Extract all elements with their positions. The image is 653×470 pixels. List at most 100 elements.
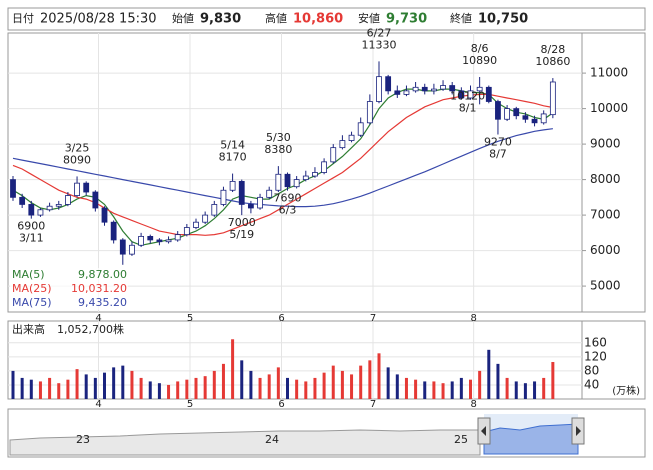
annotation: 8/6 [471,42,489,55]
annotation: 7690 [274,192,302,205]
candle-body [10,179,16,198]
candle-body [321,161,328,173]
volume-bar [258,377,262,399]
x-tick-label: 5 [187,399,193,410]
close-label: 終値 [450,11,472,25]
volume-bar [231,339,235,399]
y-tick-label: 11000 [590,66,628,80]
annotation: 8170 [219,151,247,164]
volume-bar [505,377,509,399]
volume-bar [423,381,427,399]
annotation: 10120 [450,89,485,102]
volume-bar [377,353,381,399]
candle-body [549,81,556,116]
volume-bar [112,367,116,399]
volume-bar [304,381,308,399]
volume-tick-label: 120 [584,349,607,363]
volume-value: 1,052,700株 [57,322,124,336]
volume-label: 出来高 [12,322,45,336]
candle-body [467,90,474,99]
volume-bar [221,363,225,399]
volume-bar [432,381,436,399]
annotation: 10890 [462,54,497,67]
candle-body [65,195,71,205]
open-label: 始値 [172,11,194,25]
candle-body [302,175,309,180]
candle-body [138,235,145,246]
volume-bar [103,372,106,399]
volume-bar [75,369,79,399]
candle-body [495,101,501,120]
candle-body [28,204,35,216]
candle-body [531,118,538,124]
volume-bar [459,377,463,399]
volume-bar [121,365,125,399]
candle-body [284,173,291,188]
annotation: 8090 [63,153,91,166]
volume-bar [414,379,418,399]
y-tick-label: 6000 [590,243,621,257]
candle-body [220,189,227,205]
candle-body [339,140,346,149]
low: 9,730 [386,12,427,27]
annotation: 7000 [228,216,256,229]
volume-bar [295,379,299,399]
volume-bar [194,377,198,399]
x-tick-label: 6 [278,313,284,324]
volume-bar [478,370,482,399]
volume-bar [359,365,363,399]
volume-bar [542,377,546,399]
volume-bar [11,370,15,399]
candle-body [275,173,282,191]
high: 10,860 [293,12,343,27]
volume-bar [66,379,70,399]
candle-body [430,88,437,92]
volume-bar [29,379,33,399]
x-tick-label: 5 [187,313,193,324]
volume-bar [240,360,244,399]
annotation: 3/25 [65,141,90,154]
x-tick-label: 4 [95,313,101,324]
candle-body [476,86,483,92]
volume-bar [93,377,97,399]
legend-value: 9,878.00 [78,268,127,281]
candle-body [183,227,190,236]
candle-body [174,234,181,241]
volume-bar [139,377,143,399]
volume-bar [57,383,61,399]
candle-body [449,85,456,92]
volume-bar [551,362,555,399]
annotation: 5/30 [266,131,291,144]
candle-body [485,86,492,102]
volume-bar [20,377,24,399]
candle-body [19,196,26,205]
price-frame [7,32,646,313]
annotation: 6900 [17,220,45,233]
candle-body [412,86,419,92]
y-tick-label: 8000 [590,172,621,186]
volume-bar [48,377,52,399]
candle-body [293,179,300,188]
date: 2025/08/28 15:30 [40,12,157,27]
volume-bar [469,379,472,399]
volume-bar [38,381,42,399]
volume-bar [130,370,134,399]
volume-bar [249,370,253,399]
volume-bar [395,374,399,399]
ma-line [12,128,553,208]
annotation: 10860 [535,55,570,68]
candle-body [74,182,80,196]
volume-bar [267,374,271,399]
x-tick-label: 7 [370,313,376,324]
navigator-label: 25 [454,433,468,446]
candle-body [312,172,318,177]
volume-frame [7,320,646,400]
candle-body [83,182,90,193]
volume-bar [286,377,289,399]
volume-bar [313,377,317,399]
candle-body [403,90,410,95]
candle-body [202,214,209,223]
volume-bar [441,383,445,399]
candle-body [229,180,236,191]
